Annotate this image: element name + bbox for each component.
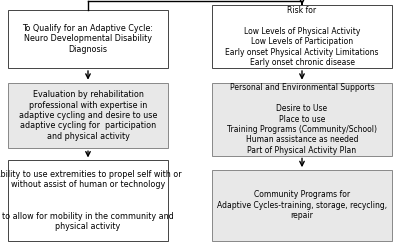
FancyBboxPatch shape [8, 160, 168, 241]
FancyBboxPatch shape [212, 170, 392, 241]
Text: Community Programs for
Adaptive Cycles-training, storage, recycling,
repair: Community Programs for Adaptive Cycles-t… [217, 191, 387, 220]
Text: Evaluation by rehabilitation
professional with expertise in
adaptive cycling and: Evaluation by rehabilitation professiona… [19, 90, 157, 141]
FancyBboxPatch shape [8, 83, 168, 148]
Text: To Qualify for an Adaptive Cycle:
Neuro Developmental Disability
Diagnosis: To Qualify for an Adaptive Cycle: Neuro … [22, 24, 154, 54]
Text: Risk for

Low Levels of Physical Activity
Low Levels of Participation
Early onse: Risk for Low Levels of Physical Activity… [225, 6, 379, 67]
Text: Personal and Environmental Supports

Desire to Use
Place to use
Training Program: Personal and Environmental Supports Desi… [227, 83, 377, 155]
FancyBboxPatch shape [8, 10, 168, 68]
Text: Ability to use extremities to propel self with or
without assist of human or tec: Ability to use extremities to propel sel… [0, 170, 181, 231]
FancyBboxPatch shape [212, 5, 392, 68]
FancyBboxPatch shape [212, 83, 392, 156]
